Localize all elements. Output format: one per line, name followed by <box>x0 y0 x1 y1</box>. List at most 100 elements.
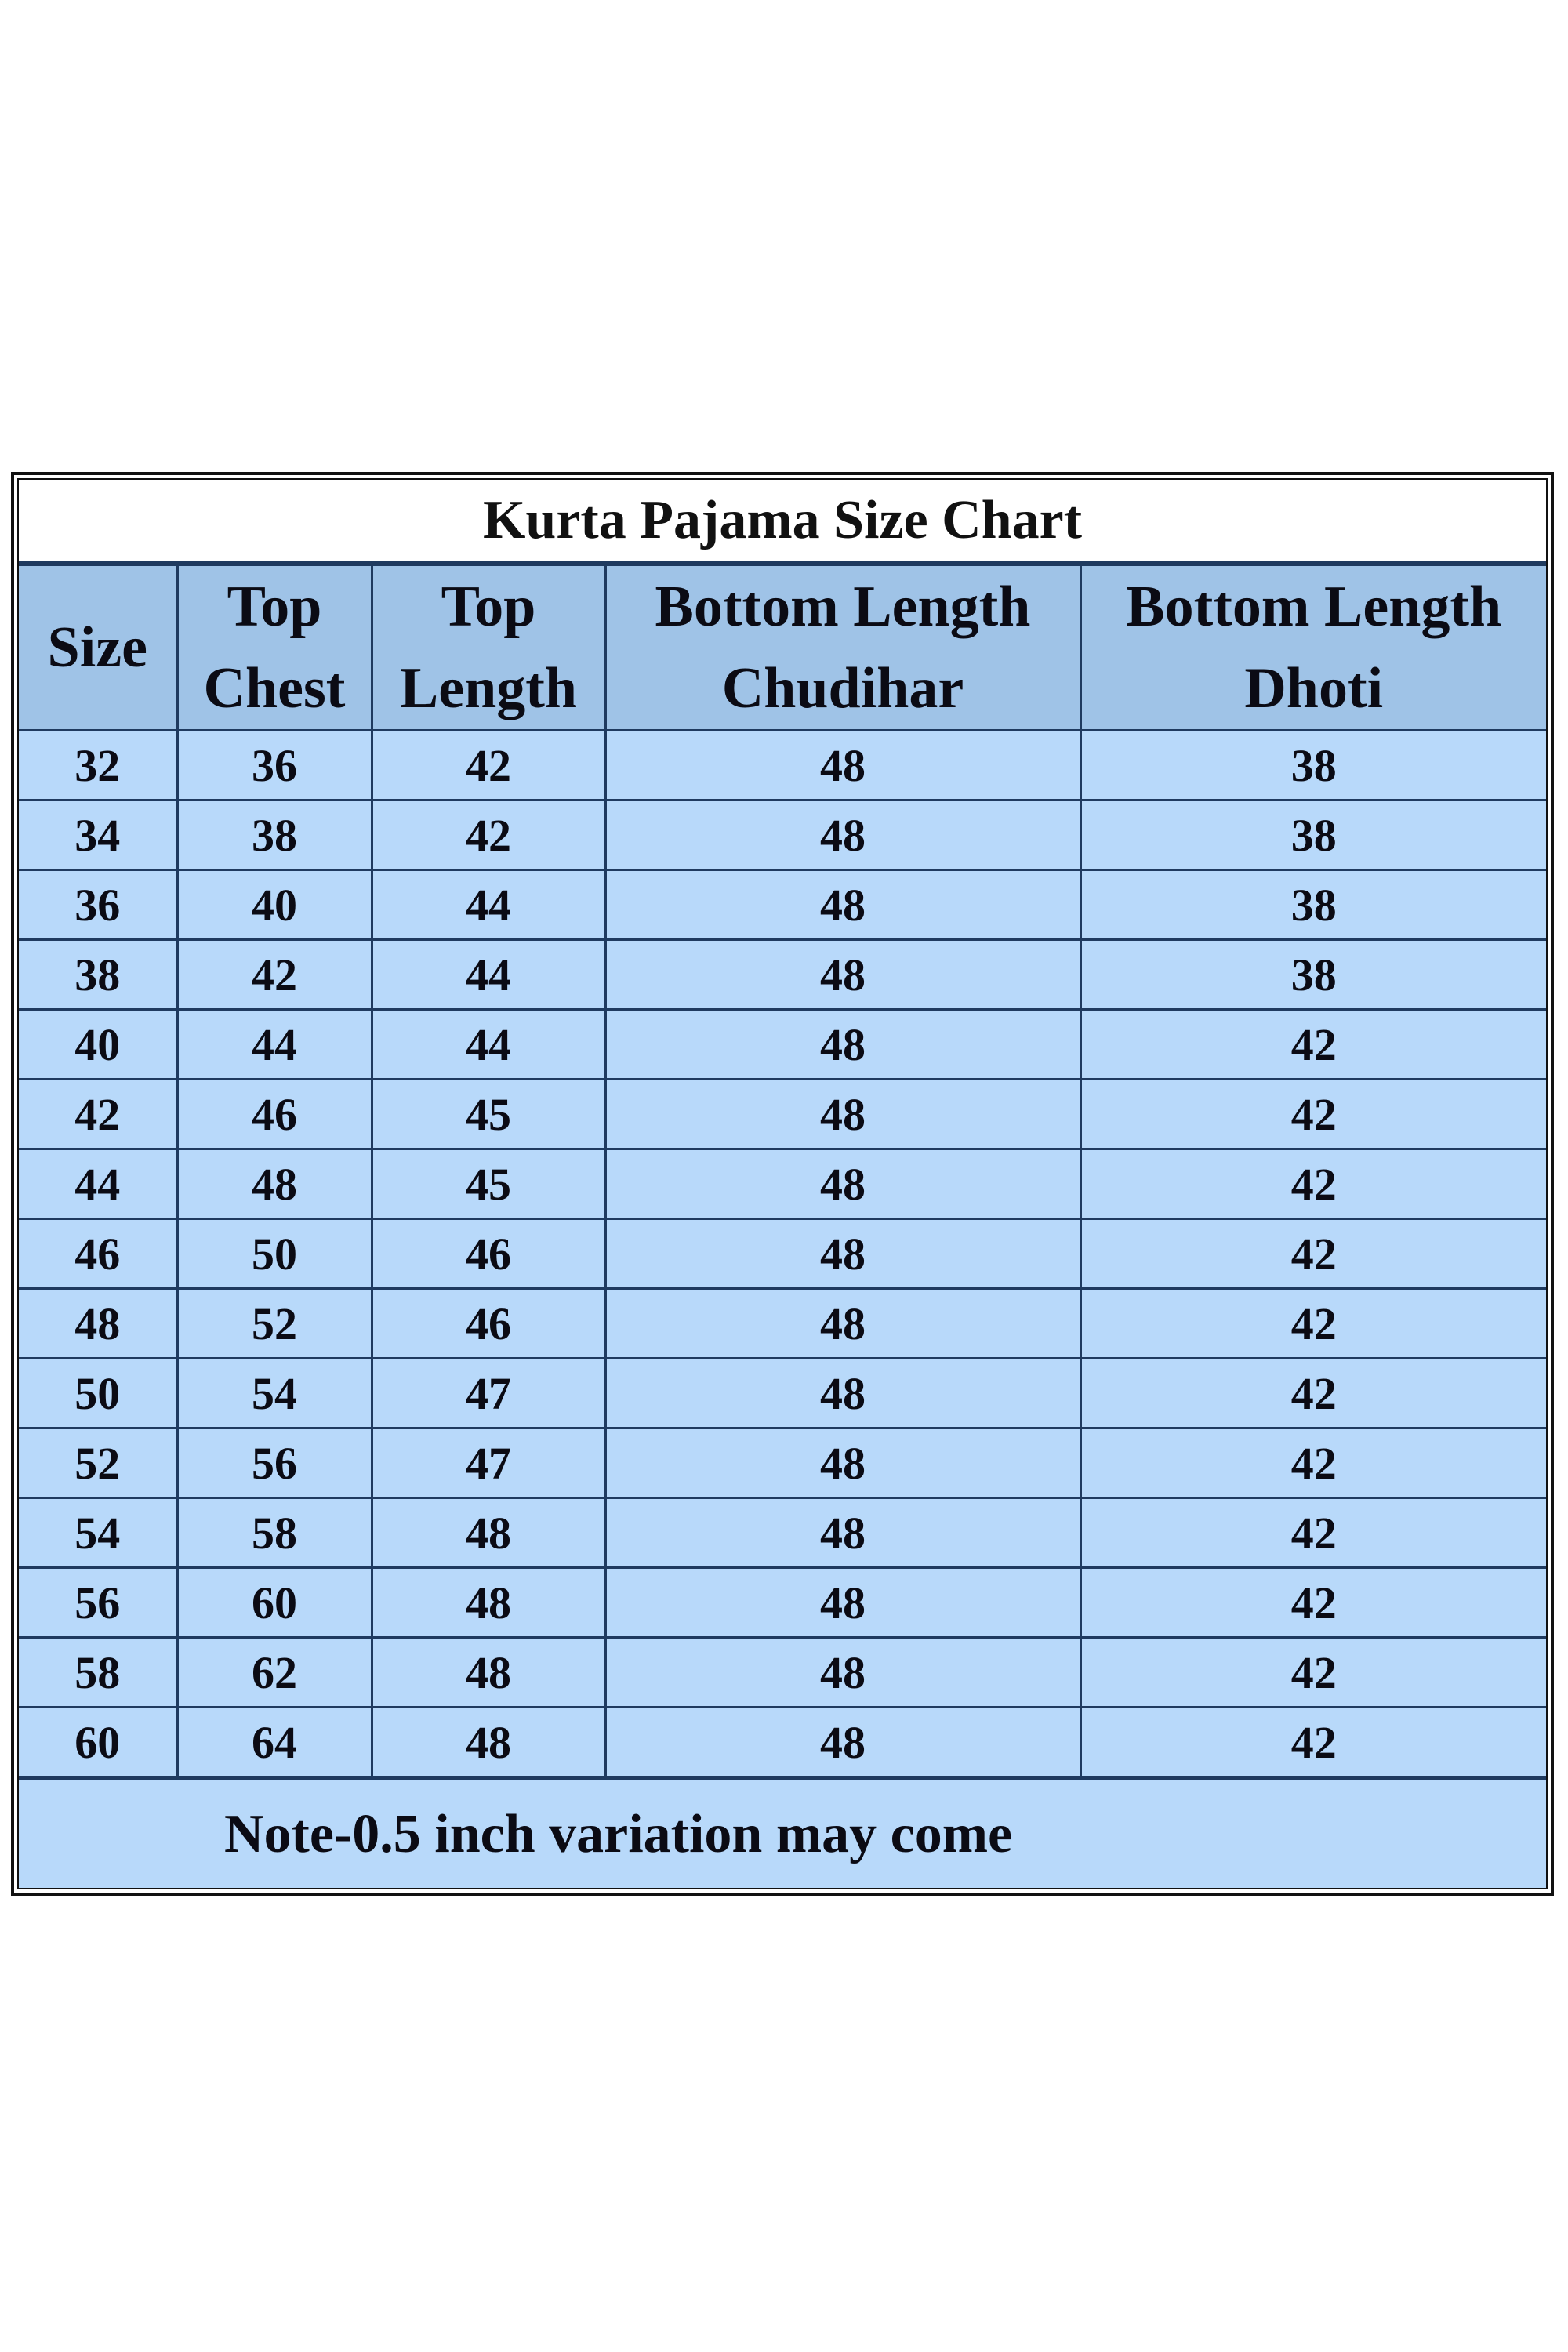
table-cell: 40 <box>176 869 373 941</box>
table-cell: 48 <box>604 1008 1082 1080</box>
header-row: Size Top Chest Top Length Bottom Length Chudih… <box>19 564 1546 731</box>
table-cell: 48 <box>604 1706 1082 1778</box>
table-row: 46 50 46 48 42 <box>19 1218 1546 1290</box>
table-row: 32 36 42 48 38 <box>19 729 1546 801</box>
table-cell: 38 <box>176 799 373 871</box>
table-cell: 60 <box>19 1706 179 1778</box>
table-row: 56 60 48 48 42 <box>19 1566 1546 1639</box>
table-cell: 48 <box>604 1357 1082 1429</box>
table-cell: 48 <box>604 1566 1082 1639</box>
table-row: 42 46 45 48 42 <box>19 1078 1546 1150</box>
column-header: Top Length <box>370 564 607 731</box>
table-cell: 38 <box>1079 938 1546 1011</box>
table-cell: 32 <box>19 729 179 801</box>
table-cell: 52 <box>19 1427 179 1499</box>
table-cell: 48 <box>604 1078 1082 1150</box>
table-row: 36 40 44 48 38 <box>19 869 1546 941</box>
variation-note: Note-0.5 inch variation may come <box>19 1778 1546 1888</box>
size-chart-frame: Kurta Pajama Size Chart Size Top Chest Top L… <box>11 472 1554 1896</box>
column-header: Bottom Length Chudihar <box>604 564 1082 731</box>
table-cell: 42 <box>1079 1218 1546 1290</box>
table-cell: 42 <box>176 938 373 1011</box>
table-cell: 46 <box>19 1218 179 1290</box>
table-cell: 42 <box>1079 1357 1546 1429</box>
table-cell: 56 <box>19 1566 179 1639</box>
table-cell: 48 <box>370 1566 607 1639</box>
table-cell: 42 <box>1079 1008 1546 1080</box>
table-cell: 50 <box>19 1357 179 1429</box>
table-cell: 56 <box>176 1427 373 1499</box>
table-cell: 58 <box>19 1636 179 1708</box>
table-cell: 42 <box>19 1078 179 1150</box>
table-cell: 48 <box>19 1287 179 1359</box>
table-cell: 44 <box>370 1008 607 1080</box>
header-line1: Bottom Length <box>1126 575 1502 639</box>
table-row: 34 38 42 48 38 <box>19 799 1546 871</box>
header-line2: Length <box>399 656 578 720</box>
table-cell: 42 <box>1079 1148 1546 1220</box>
table-cell: 52 <box>176 1287 373 1359</box>
table-cell: 44 <box>370 869 607 941</box>
table-cell: 48 <box>176 1148 373 1220</box>
header-line1: Top <box>227 575 322 639</box>
table-cell: 44 <box>176 1008 373 1080</box>
table-row: 54 58 48 48 42 <box>19 1497 1546 1569</box>
column-header: Size <box>19 564 179 731</box>
table-cell: 46 <box>176 1078 373 1150</box>
table-cell: 48 <box>604 869 1082 941</box>
table-cell: 34 <box>19 799 179 871</box>
table-cell: 47 <box>370 1357 607 1429</box>
table-row: 48 52 46 48 42 <box>19 1287 1546 1359</box>
table-cell: 38 <box>1079 869 1546 941</box>
header-line2: Chudihar <box>721 656 964 720</box>
table-cell: 36 <box>19 869 179 941</box>
table-cell: 48 <box>604 1287 1082 1359</box>
table-cell: 45 <box>370 1078 607 1150</box>
table-cell: 48 <box>604 1148 1082 1220</box>
table-cell: 38 <box>1079 729 1546 801</box>
table-cell: 54 <box>176 1357 373 1429</box>
table-cell: 48 <box>370 1706 607 1778</box>
column-header: Top Chest <box>176 564 373 731</box>
table-cell: 62 <box>176 1636 373 1708</box>
table-cell: 42 <box>1079 1706 1546 1778</box>
header-line2: Dhoti <box>1244 656 1384 720</box>
table-cell: 42 <box>1079 1566 1546 1639</box>
table-cell: 42 <box>1079 1287 1546 1359</box>
size-chart: Kurta Pajama Size Chart Size Top Chest Top L… <box>17 478 1548 1889</box>
table-cell: 42 <box>1079 1078 1546 1150</box>
table-cell: 40 <box>19 1008 179 1080</box>
table-cell: 48 <box>604 1497 1082 1569</box>
table-cell: 44 <box>19 1148 179 1220</box>
header-line1: Size <box>47 615 147 680</box>
header-line1: Bottom Length <box>655 575 1031 639</box>
table-cell: 42 <box>1079 1427 1546 1499</box>
table-row: 50 54 47 48 42 <box>19 1357 1546 1429</box>
table-row: 58 62 48 48 42 <box>19 1636 1546 1708</box>
table-cell: 45 <box>370 1148 607 1220</box>
chart-title: Kurta Pajama Size Chart <box>19 480 1546 564</box>
table-cell: 44 <box>370 938 607 1011</box>
table-cell: 48 <box>604 799 1082 871</box>
table-cell: 50 <box>176 1218 373 1290</box>
table-cell: 54 <box>19 1497 179 1569</box>
header-line1: Top <box>441 575 536 639</box>
table-cell: 58 <box>176 1497 373 1569</box>
size-table: Size Top Chest Top Length Bottom Length Chudih… <box>19 564 1546 1778</box>
table-cell: 42 <box>1079 1636 1546 1708</box>
table-cell: 64 <box>176 1706 373 1778</box>
table-cell: 48 <box>604 729 1082 801</box>
header-line2: Chest <box>203 656 346 720</box>
table-cell: 48 <box>370 1497 607 1569</box>
table-cell: 48 <box>604 938 1082 1011</box>
table-cell: 42 <box>370 729 607 801</box>
table-row: 60 64 48 48 42 <box>19 1706 1546 1778</box>
table-row: 38 42 44 48 38 <box>19 938 1546 1011</box>
table-cell: 60 <box>176 1566 373 1639</box>
table-cell: 46 <box>370 1287 607 1359</box>
column-header: Bottom Length Dhoti <box>1079 564 1546 731</box>
table-row: 40 44 44 48 42 <box>19 1008 1546 1080</box>
table-cell: 48 <box>604 1218 1082 1290</box>
table-cell: 47 <box>370 1427 607 1499</box>
table-cell: 46 <box>370 1218 607 1290</box>
